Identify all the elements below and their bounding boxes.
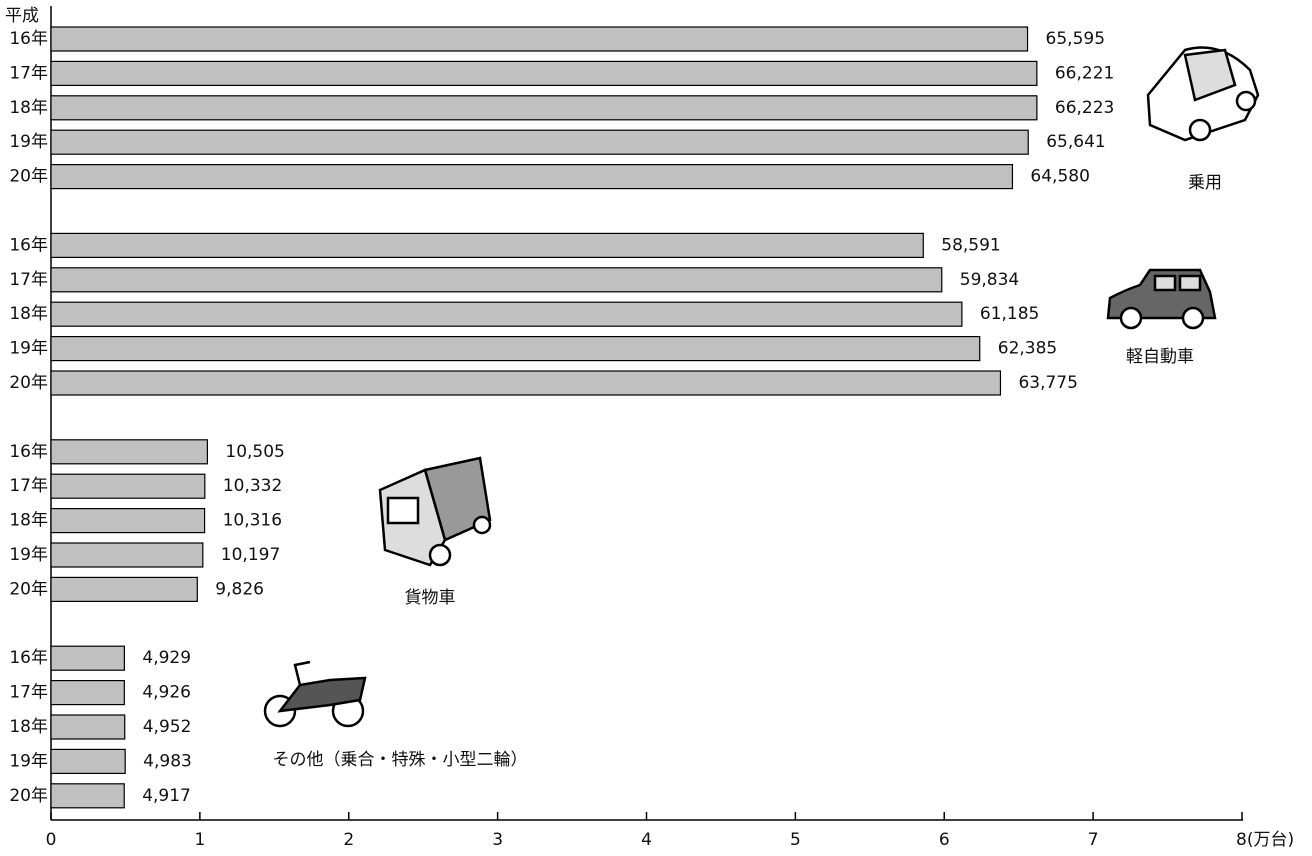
x-tick-label: 4 <box>641 830 652 850</box>
y-tick-label: 18年 <box>9 98 48 118</box>
bar <box>50 26 1029 52</box>
y-tick-label: 18年 <box>9 717 48 737</box>
y-tick-label: 20年 <box>9 373 48 393</box>
truck-icon <box>378 456 492 567</box>
x-tick-label: 6 <box>939 830 950 850</box>
x-tick-label: 2 <box>343 830 354 850</box>
value-label: 4,917 <box>142 786 191 806</box>
value-label: 4,952 <box>143 717 192 737</box>
value-label: 62,385 <box>998 339 1057 359</box>
y-tick-label: 20年 <box>9 167 48 187</box>
y-tick-label: 18年 <box>9 304 48 324</box>
y-tick-label: 19年 <box>9 751 48 771</box>
value-label: 4,926 <box>142 683 191 703</box>
value-label: 4,929 <box>142 648 191 668</box>
bar <box>50 439 208 465</box>
group-label: その他（乗合・特殊・小型二輪） <box>273 750 528 770</box>
era-label: 平成 <box>5 6 39 26</box>
value-label: 58,591 <box>941 235 1000 255</box>
bar <box>50 473 206 499</box>
y-tick-label: 16年 <box>9 235 48 255</box>
bar <box>50 679 125 706</box>
y-tick-label: 17年 <box>9 476 48 496</box>
x-tick-label: 8(万台) <box>1236 830 1294 850</box>
x-tick-label: 7 <box>1088 830 1099 850</box>
group-label: 貨物車 <box>405 588 456 608</box>
kei-car-icon <box>1106 268 1217 330</box>
value-label: 10,332 <box>223 476 282 496</box>
y-tick-label: 19年 <box>9 545 48 565</box>
bar <box>50 508 206 534</box>
bar <box>50 232 924 258</box>
y-tick-label: 17年 <box>9 63 48 83</box>
bar <box>50 370 1002 396</box>
bar <box>50 129 1029 155</box>
x-tick-label: 5 <box>790 830 801 850</box>
value-label: 66,223 <box>1055 98 1114 118</box>
y-tick-label: 19年 <box>9 339 48 359</box>
y-tick-label: 20年 <box>9 786 48 806</box>
y-tick-label: 16年 <box>9 29 48 49</box>
bar <box>50 60 1038 87</box>
y-tick-label: 17年 <box>9 270 48 290</box>
group-label: 乗用 <box>1188 173 1222 193</box>
y-tick-label: 16年 <box>9 442 48 462</box>
y-tick-label: 19年 <box>9 132 48 152</box>
x-tick-label: 3 <box>492 830 503 850</box>
bar <box>50 714 126 740</box>
bar <box>50 576 198 603</box>
value-label: 65,595 <box>1046 29 1105 49</box>
motorcycle-icon <box>263 660 367 728</box>
bar <box>50 542 204 568</box>
y-tick-label: 16年 <box>9 648 48 668</box>
value-label: 10,505 <box>225 442 284 462</box>
value-label: 66,221 <box>1055 63 1114 83</box>
bar <box>50 645 125 671</box>
bar <box>50 95 1038 121</box>
value-label: 4,983 <box>143 751 192 771</box>
value-label: 64,580 <box>1030 167 1089 187</box>
bar <box>50 267 943 293</box>
group-label: 軽自動車 <box>1126 347 1194 367</box>
value-label: 9,826 <box>215 579 264 599</box>
x-tick-label: 0 <box>46 830 57 850</box>
bar <box>50 164 1014 190</box>
y-tick-label: 18年 <box>9 511 48 531</box>
x-tick-label: 1 <box>194 830 205 850</box>
value-label: 10,197 <box>221 545 280 565</box>
y-tick-label: 17年 <box>9 683 48 703</box>
value-label: 61,185 <box>980 304 1039 324</box>
bar <box>50 783 125 809</box>
bar <box>50 336 981 362</box>
value-label: 10,316 <box>223 511 282 531</box>
bar <box>50 748 126 775</box>
value-label: 65,641 <box>1046 132 1105 152</box>
value-label: 63,775 <box>1018 373 1077 393</box>
car-icon <box>1146 46 1260 142</box>
value-label: 59,834 <box>960 270 1019 290</box>
y-tick-label: 20年 <box>9 579 48 599</box>
bar <box>50 301 963 327</box>
